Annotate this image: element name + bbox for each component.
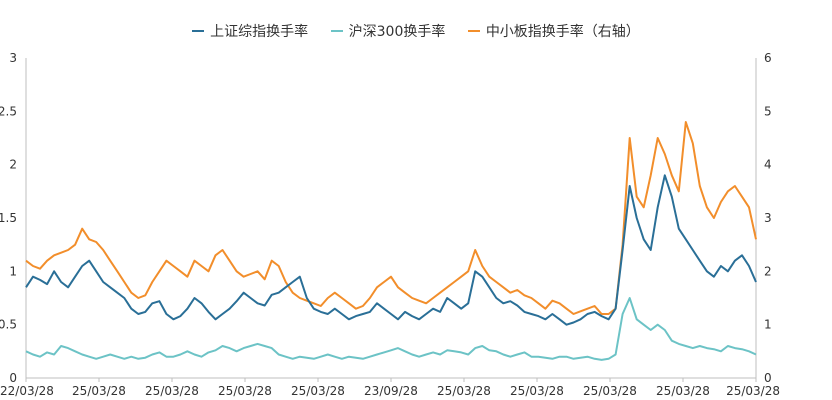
y-left-tick-label: 3 (9, 51, 17, 65)
legend-label-series-3: 中小板指换手率（右轴） (485, 24, 640, 40)
series-line-3 (25, 121, 757, 315)
legend-label-series-2: 沪深300换手率 (348, 24, 446, 40)
y-left-tick-label: 1 (9, 264, 17, 278)
chart-legend: 上证综指换手率 沪深300换手率 中小板指换手率（右轴） (0, 20, 832, 41)
legend-swatch-series-1 (192, 30, 205, 32)
legend-label-series-1: 上证综指换手率 (210, 24, 309, 40)
ticks-layer: 0 0.5 1 1.5 2 2.5 3 0 1 2 3 4 5 6 22/03/28 25/03/28 25/0… (0, 51, 780, 398)
x-tick-label: 25/03/28 (145, 384, 199, 398)
y-right-tick-label: 0 (764, 371, 772, 385)
y-left-tick-label: 0.5 (0, 318, 17, 332)
x-tick-label: 25/03/28 (726, 384, 780, 398)
x-tick-label: 25/03/28 (218, 384, 272, 398)
lines-layer (25, 121, 757, 361)
legend-swatch-series-2 (330, 30, 343, 32)
series-line-1 (25, 174, 757, 326)
x-tick-label: 25/03/28 (291, 384, 345, 398)
x-tick-label: 22/03/28 (0, 384, 54, 398)
x-tick-label: 25/03/28 (583, 384, 637, 398)
legend-item-series-3[interactable]: 中小板指换手率（右轴） (467, 21, 640, 41)
series-line-2 (25, 297, 757, 361)
x-tick-label: 23/09/28 (364, 384, 418, 398)
y-right-tick-label: 4 (764, 158, 772, 172)
x-tick-label: 25/03/28 (437, 384, 491, 398)
x-tick-label: 25/03/28 (72, 384, 126, 398)
y-right-tick-label: 6 (764, 51, 772, 65)
x-tick-label: 25/03/28 (510, 384, 564, 398)
y-right-tick-label: 1 (764, 318, 772, 332)
y-right-tick-label: 5 (764, 104, 772, 118)
y-left-tick-label: 2.5 (0, 104, 17, 118)
y-right-tick-label: 3 (764, 211, 772, 225)
legend-item-series-2[interactable]: 沪深300换手率 (330, 21, 446, 41)
y-left-tick-label: 0 (9, 371, 17, 385)
y-left-tick-label: 2 (9, 158, 17, 172)
legend-item-series-1[interactable]: 上证综指换手率 (192, 21, 308, 41)
x-tick-label: 25/03/28 (656, 384, 710, 398)
legend-swatch-series-3 (467, 30, 480, 32)
y-right-tick-label: 2 (764, 264, 772, 278)
y-left-tick-label: 1.5 (0, 211, 17, 225)
axes-layer (25, 58, 757, 382)
